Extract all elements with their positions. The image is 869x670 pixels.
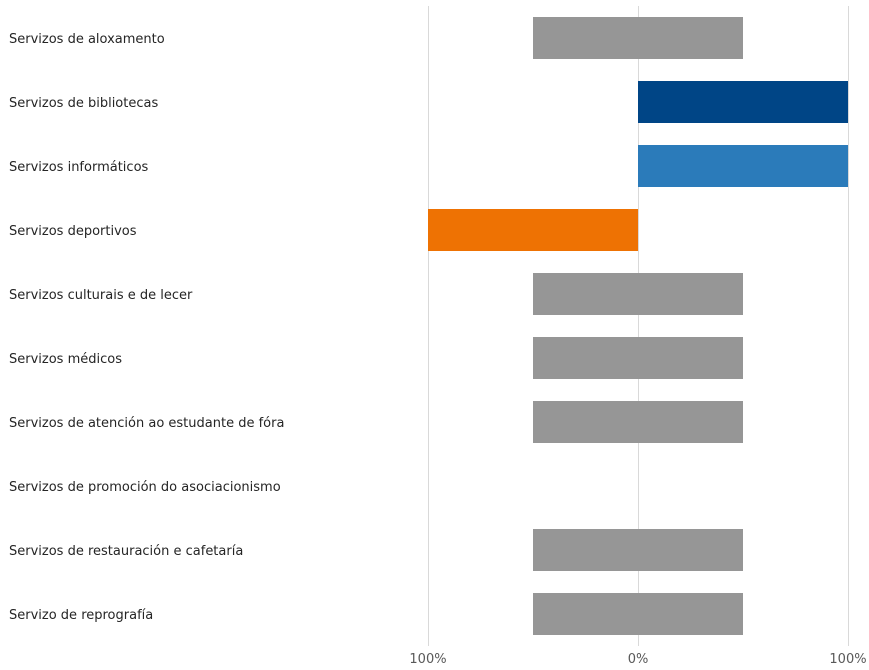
category-label-4: Servizos culturais e de lecer [9, 288, 193, 303]
bar-1 [638, 81, 848, 123]
category-labels: Servizos de aloxamento Servizos de biblio… [9, 32, 284, 623]
category-label-7: Servizos de promoción do asociacionismo [9, 480, 281, 495]
category-label-9: Servizo de reprografía [9, 608, 153, 623]
x-tick-label-1: 0% [628, 652, 649, 667]
category-label-6: Servizos de atención ao estudante de fór… [9, 416, 284, 431]
bar-5 [533, 337, 743, 379]
bar-4 [533, 273, 743, 315]
category-label-3: Servizos deportivos [9, 224, 137, 239]
bar-6 [533, 401, 743, 443]
category-label-5: Servizos médicos [9, 352, 122, 367]
category-label-1: Servizos de bibliotecas [9, 96, 158, 111]
x-tick-label-0: 100% [409, 652, 446, 667]
bar-9 [533, 593, 743, 635]
x-axis-ticks: 100% 0% 100% [409, 652, 866, 667]
category-label-2: Servizos informáticos [9, 160, 149, 175]
x-tick-label-2: 100% [829, 652, 866, 667]
bar-3 [428, 209, 638, 251]
bar-0 [533, 17, 743, 59]
category-label-0: Servizos de aloxamento [9, 32, 165, 47]
bar-8 [533, 529, 743, 571]
bar-2 [638, 145, 848, 187]
bars [428, 17, 848, 635]
category-label-8: Servizos de restauración e cafetaría [9, 544, 243, 559]
